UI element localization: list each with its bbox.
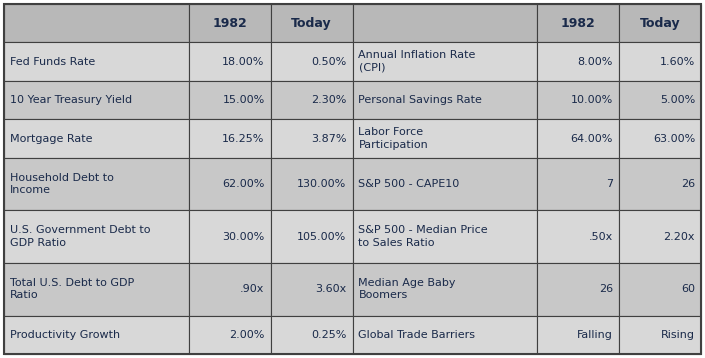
Bar	[271, 315, 352, 354]
Text: U.S. Government Debt to
GDP Ratio: U.S. Government Debt to GDP Ratio	[10, 226, 150, 248]
Text: Rising: Rising	[661, 330, 695, 340]
Bar	[4, 81, 189, 119]
Bar	[4, 43, 189, 81]
Bar	[189, 211, 271, 263]
Text: 63.00%: 63.00%	[653, 134, 695, 144]
Text: 2.00%: 2.00%	[229, 330, 264, 340]
Text: 3.60x: 3.60x	[315, 284, 346, 294]
Text: 7: 7	[606, 179, 613, 189]
Text: Personal Savings Rate: Personal Savings Rate	[359, 95, 482, 105]
Bar	[537, 119, 619, 158]
Bar	[352, 211, 537, 263]
Text: .50x: .50x	[589, 232, 613, 242]
Bar	[352, 4, 537, 43]
Text: 3.87%: 3.87%	[311, 134, 346, 144]
Text: .90x: .90x	[240, 284, 264, 294]
Bar	[271, 119, 352, 158]
Text: Annual Inflation Rate
(CPI): Annual Inflation Rate (CPI)	[359, 50, 476, 73]
Bar	[537, 4, 619, 43]
Bar	[4, 263, 189, 315]
Bar	[537, 43, 619, 81]
Text: 0.25%: 0.25%	[311, 330, 346, 340]
Text: 105.00%: 105.00%	[298, 232, 346, 242]
Bar	[352, 158, 537, 211]
Text: Global Trade Barriers: Global Trade Barriers	[359, 330, 475, 340]
Bar	[619, 263, 701, 315]
Text: S&P 500 - Median Price
to Sales Ratio: S&P 500 - Median Price to Sales Ratio	[359, 226, 488, 248]
Text: 5.00%: 5.00%	[660, 95, 695, 105]
Text: Today: Today	[291, 17, 332, 30]
Text: 15.00%: 15.00%	[222, 95, 264, 105]
Text: 26: 26	[681, 179, 695, 189]
Text: Labor Force
Participation: Labor Force Participation	[359, 127, 428, 150]
Bar	[271, 211, 352, 263]
Text: Household Debt to
Income: Household Debt to Income	[10, 173, 114, 195]
Text: 0.50%: 0.50%	[311, 57, 346, 67]
Bar	[352, 119, 537, 158]
Bar	[352, 315, 537, 354]
Text: 16.25%: 16.25%	[222, 134, 264, 144]
Bar	[4, 119, 189, 158]
Bar	[537, 315, 619, 354]
Text: 30.00%: 30.00%	[222, 232, 264, 242]
Bar	[619, 4, 701, 43]
Bar	[619, 158, 701, 211]
Text: Falling: Falling	[577, 330, 613, 340]
Bar	[537, 211, 619, 263]
Bar	[271, 158, 352, 211]
Bar	[619, 315, 701, 354]
Text: Median Age Baby
Boomers: Median Age Baby Boomers	[359, 278, 456, 300]
Bar	[189, 158, 271, 211]
Bar	[352, 81, 537, 119]
Text: 1982: 1982	[212, 17, 247, 30]
Text: Today: Today	[639, 17, 680, 30]
Bar	[4, 315, 189, 354]
Bar	[537, 158, 619, 211]
Bar	[189, 43, 271, 81]
Text: 1982: 1982	[560, 17, 596, 30]
Text: 1.60%: 1.60%	[660, 57, 695, 67]
Bar	[537, 81, 619, 119]
Bar	[4, 211, 189, 263]
Text: 130.00%: 130.00%	[298, 179, 346, 189]
Text: 2.20x: 2.20x	[663, 232, 695, 242]
Text: 2.30%: 2.30%	[311, 95, 346, 105]
Bar	[619, 81, 701, 119]
Bar	[537, 263, 619, 315]
Bar	[189, 263, 271, 315]
Bar	[271, 263, 352, 315]
Text: 60: 60	[681, 284, 695, 294]
Bar	[619, 119, 701, 158]
Text: S&P 500 - CAPE10: S&P 500 - CAPE10	[359, 179, 460, 189]
Bar	[619, 211, 701, 263]
Text: 10.00%: 10.00%	[571, 95, 613, 105]
Bar	[271, 81, 352, 119]
Bar	[189, 81, 271, 119]
Text: 10 Year Treasury Yield: 10 Year Treasury Yield	[10, 95, 132, 105]
Text: Productivity Growth: Productivity Growth	[10, 330, 120, 340]
Bar	[271, 43, 352, 81]
Bar	[4, 4, 189, 43]
Text: 18.00%: 18.00%	[222, 57, 264, 67]
Bar	[189, 119, 271, 158]
Bar	[352, 43, 537, 81]
Text: Mortgage Rate: Mortgage Rate	[10, 134, 92, 144]
Text: 8.00%: 8.00%	[577, 57, 613, 67]
Bar	[352, 263, 537, 315]
Text: Total U.S. Debt to GDP
Ratio: Total U.S. Debt to GDP Ratio	[10, 278, 134, 300]
Bar	[619, 43, 701, 81]
Bar	[189, 4, 271, 43]
Bar	[271, 4, 352, 43]
Text: 64.00%: 64.00%	[571, 134, 613, 144]
Text: 26: 26	[599, 284, 613, 294]
Bar	[4, 158, 189, 211]
Text: Fed Funds Rate: Fed Funds Rate	[10, 57, 95, 67]
Text: 62.00%: 62.00%	[222, 179, 264, 189]
Bar	[189, 315, 271, 354]
